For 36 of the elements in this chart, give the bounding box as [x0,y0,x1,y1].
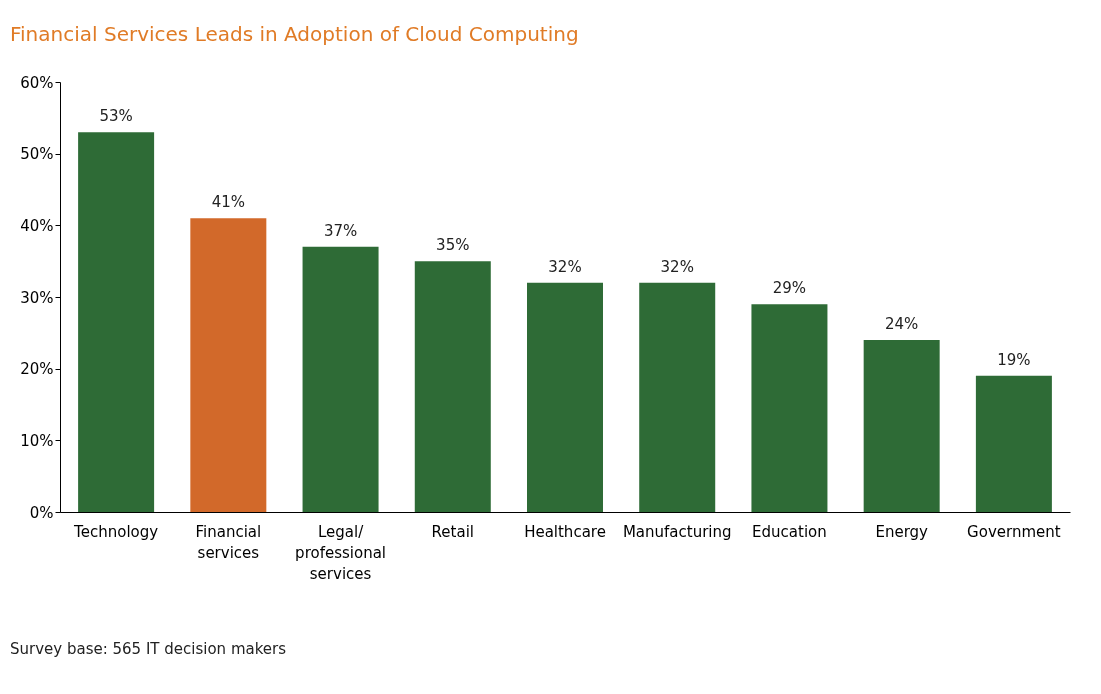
y-tick-label: 20% [20,360,54,379]
chart-title: Financial Services Leads in Adoption of Cloud Computing [10,22,579,46]
y-tick-label: 60% [20,73,54,92]
x-tick-label: Education [752,522,827,541]
data-label: 37% [323,221,358,240]
x-tick-label: Retail [431,522,474,541]
bar [190,218,267,512]
data-label: 32% [660,257,694,276]
data-label: 32% [548,257,582,276]
data-label: 41% [211,193,246,212]
data-label: 29% [772,279,807,298]
x-tick-label: Financial services [195,522,262,562]
bar [863,340,940,512]
bar [751,304,828,512]
x-tick-label: Technology [73,522,159,541]
y-tick-label: 0% [29,503,54,522]
data-label: 53% [99,107,133,126]
y-tick-label: 40% [20,216,54,235]
bar [975,375,1052,512]
bar [302,246,379,512]
x-tick-label: Government [967,522,1061,541]
x-tick-label: Manufacturing [622,522,732,541]
y-tick-label: 10% [20,431,54,450]
x-tick-label: Legal/ professional services [295,522,386,583]
data-label: 24% [884,315,919,333]
text: Survey base: 565 IT decision makers [10,640,287,658]
y-tick-label: 30% [20,288,54,307]
bar [78,132,155,512]
y-tick-label: 50% [20,145,54,164]
x-tick-label: Healthcare [524,522,606,541]
x-tick-label: Energy [875,522,929,541]
bar [414,261,491,512]
bar [639,282,716,512]
bar [527,282,603,512]
data-label: 35% [436,236,470,255]
data-label: 19% [997,350,1031,369]
